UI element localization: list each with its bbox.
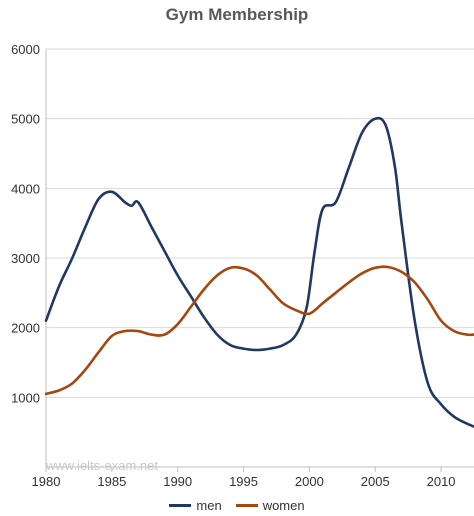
y-tick-labels: 1000 2000 3000 4000 5000 6000 (11, 42, 40, 405)
x-tick-2010: 2010 (427, 474, 456, 489)
legend-item-women: women (235, 498, 305, 513)
x-tick-1995: 1995 (229, 474, 258, 489)
legend-item-men: men (169, 498, 222, 513)
legend: men women (0, 498, 474, 513)
y-tick-2000: 2000 (11, 321, 40, 336)
gridlines (46, 48, 474, 398)
legend-label-men: men (196, 498, 222, 513)
x-tick-2005: 2005 (361, 474, 390, 489)
legend-swatch-men (169, 504, 192, 507)
y-tick-6000: 6000 (11, 42, 40, 57)
y-tick-3000: 3000 (11, 251, 40, 266)
series-line-women (44, 265, 474, 396)
x-tick-labels: 1980 1985 1990 1995 2000 2005 2010 (32, 467, 456, 489)
chart-title: Gym Membership (165, 5, 309, 24)
legend-label-women: women (262, 498, 305, 513)
y-tick-1000: 1000 (11, 390, 40, 405)
x-tick-1985: 1985 (97, 474, 126, 489)
x-tick-1980: 1980 (32, 474, 61, 489)
series-lines (44, 116, 474, 428)
y-tick-4000: 4000 (11, 181, 40, 196)
legend-swatch-women (235, 504, 258, 507)
series-line-men (44, 116, 474, 428)
y-tick-5000: 5000 (11, 112, 40, 127)
x-tick-1990: 1990 (163, 474, 192, 489)
watermark-text: www.ielts-exam.net (45, 458, 158, 473)
x-tick-2000: 2000 (295, 474, 324, 489)
